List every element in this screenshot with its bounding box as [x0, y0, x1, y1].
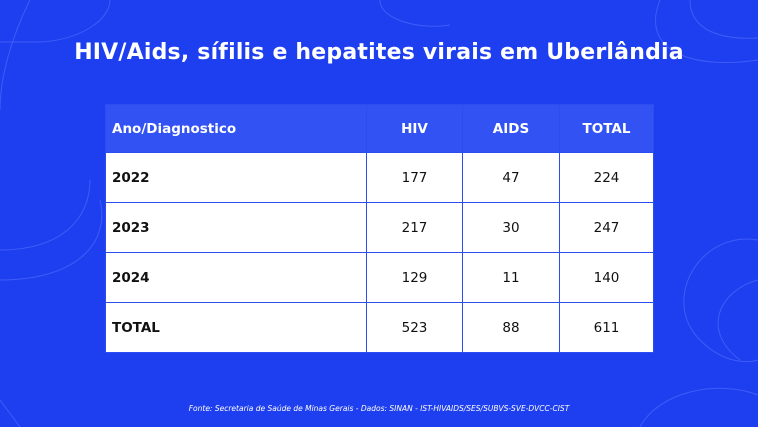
table-cell: 224	[559, 152, 654, 203]
column-header: AIDS	[462, 104, 560, 153]
table-cell: 523	[366, 302, 463, 353]
data-table: Ano/Diagnostico HIV AIDS TOTAL 2022 177 …	[105, 104, 654, 353]
source-note: Fonte: Secretaria de Saúde de Minas Gera…	[188, 404, 570, 413]
column-header: HIV	[366, 104, 463, 153]
column-header: TOTAL	[559, 104, 654, 153]
table-cell: 177	[366, 152, 463, 203]
table-row: 2023 217 30 247	[105, 202, 654, 253]
table-total-row: TOTAL 523 88 611	[105, 302, 654, 353]
page-title: HIV/Aids, sífilis e hepatites virais em …	[74, 40, 684, 65]
table-cell: 47	[462, 152, 560, 203]
table-cell: 30	[462, 202, 560, 253]
table-cell: 11	[462, 252, 560, 303]
table-cell: 88	[462, 302, 560, 353]
row-label: 2022	[105, 152, 367, 203]
row-label: 2024	[105, 252, 367, 303]
table-cell: 611	[559, 302, 654, 353]
table-row: 2024 129 11 140	[105, 252, 654, 303]
column-header: Ano/Diagnostico	[105, 104, 367, 153]
row-label: 2023	[105, 202, 367, 253]
table-header-row: Ano/Diagnostico HIV AIDS TOTAL	[105, 104, 654, 153]
table-cell: 217	[366, 202, 463, 253]
row-label: TOTAL	[105, 302, 367, 353]
table-cell: 129	[366, 252, 463, 303]
table-cell: 140	[559, 252, 654, 303]
table-row: 2022 177 47 224	[105, 152, 654, 203]
table-cell: 247	[559, 202, 654, 253]
